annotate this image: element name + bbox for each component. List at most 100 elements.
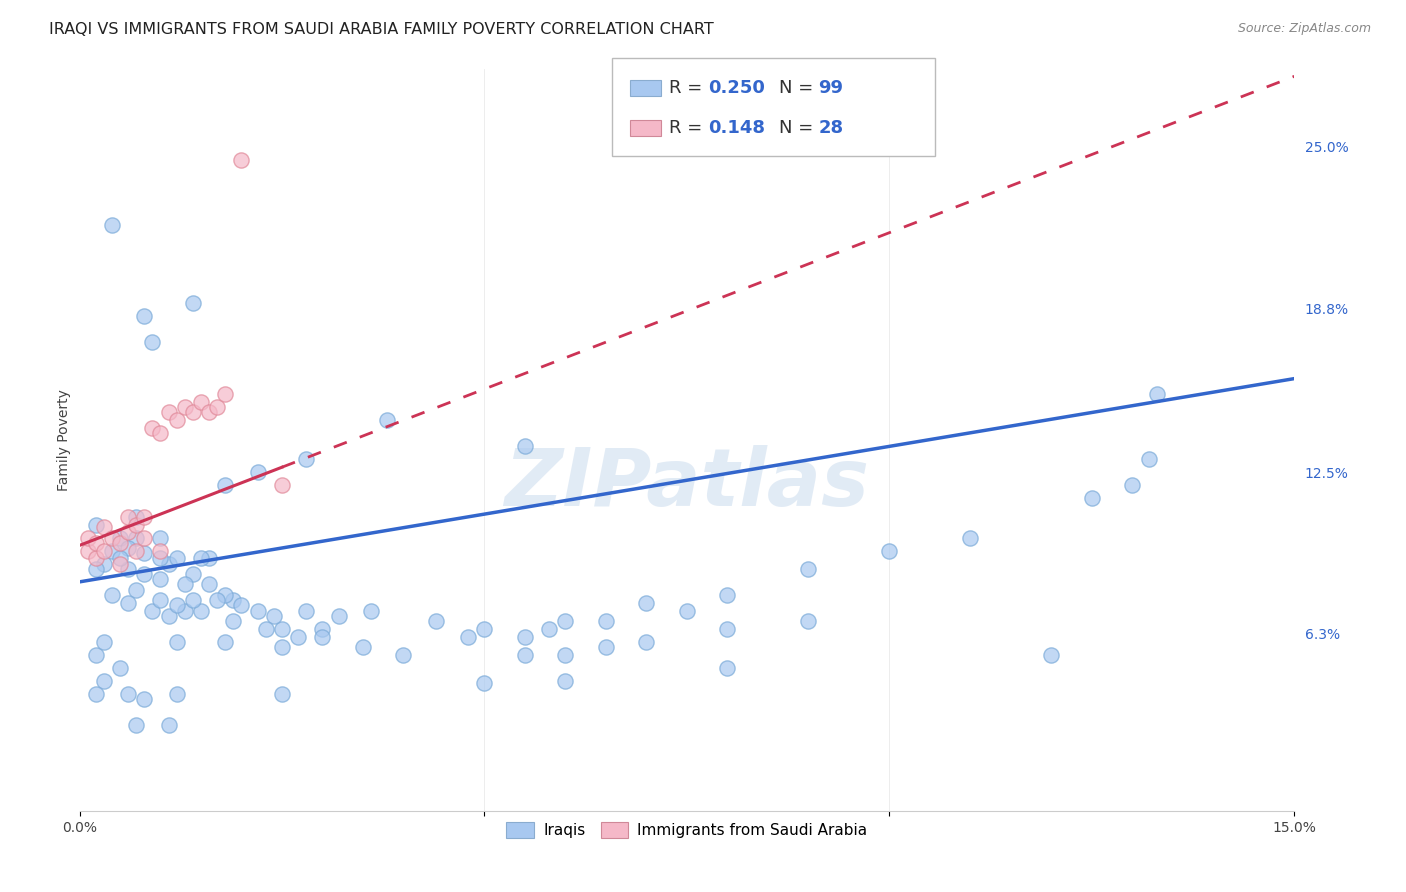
Point: [271, 478, 294, 492]
Point: [149, 551, 172, 566]
Point: [101, 588, 124, 602]
Point: [190, 395, 212, 409]
Point: [1040, 648, 1063, 662]
Point: [93, 557, 115, 571]
Point: [93, 520, 115, 534]
Legend: Iraqis, Immigrants from Saudi Arabia: Iraqis, Immigrants from Saudi Arabia: [501, 816, 873, 845]
Point: [84, 648, 107, 662]
Point: [198, 551, 221, 566]
Point: [101, 543, 124, 558]
Point: [231, 153, 253, 167]
Point: [84, 517, 107, 532]
Point: [181, 405, 204, 419]
Point: [263, 608, 285, 623]
Point: [538, 622, 561, 636]
Text: N =: N =: [779, 119, 818, 136]
Point: [166, 599, 188, 613]
Point: [166, 413, 188, 427]
Text: 99: 99: [818, 79, 844, 97]
Point: [554, 673, 576, 688]
Point: [554, 614, 576, 628]
Point: [149, 543, 172, 558]
Point: [134, 567, 156, 582]
Point: [93, 543, 115, 558]
Point: [117, 509, 139, 524]
Point: [214, 387, 236, 401]
Point: [157, 718, 180, 732]
Point: [295, 452, 318, 467]
Point: [205, 593, 228, 607]
Point: [797, 614, 820, 628]
Point: [141, 603, 163, 617]
Point: [157, 557, 180, 571]
Point: [125, 531, 148, 545]
Text: N =: N =: [779, 79, 818, 97]
Point: [457, 630, 479, 644]
Point: [716, 622, 738, 636]
Point: [117, 541, 139, 555]
Point: [125, 509, 148, 524]
Point: [595, 640, 617, 654]
Point: [173, 401, 195, 415]
Y-axis label: Family Poverty: Family Poverty: [58, 389, 72, 491]
Point: [474, 622, 496, 636]
Point: [214, 478, 236, 492]
Point: [157, 405, 180, 419]
Point: [125, 582, 148, 597]
Point: [554, 648, 576, 662]
Point: [108, 557, 131, 571]
Point: [214, 588, 236, 602]
Text: 0.250: 0.250: [709, 79, 765, 97]
Point: [149, 593, 172, 607]
Point: [134, 509, 156, 524]
Point: [254, 622, 277, 636]
Text: IRAQI VS IMMIGRANTS FROM SAUDI ARABIA FAMILY POVERTY CORRELATION CHART: IRAQI VS IMMIGRANTS FROM SAUDI ARABIA FA…: [49, 22, 714, 37]
Point: [214, 635, 236, 649]
Point: [271, 622, 294, 636]
Point: [716, 661, 738, 675]
Text: 28: 28: [818, 119, 844, 136]
Point: [246, 603, 269, 617]
Point: [166, 635, 188, 649]
Point: [1121, 478, 1143, 492]
Point: [93, 635, 115, 649]
Point: [149, 572, 172, 586]
Point: [636, 596, 658, 610]
Point: [271, 687, 294, 701]
Point: [352, 640, 374, 654]
Point: [311, 630, 333, 644]
Point: [513, 630, 536, 644]
Point: [181, 296, 204, 310]
Point: [636, 635, 658, 649]
Point: [797, 562, 820, 576]
Point: [117, 525, 139, 540]
Point: [108, 535, 131, 549]
Point: [311, 622, 333, 636]
Point: [93, 673, 115, 688]
Point: [181, 593, 204, 607]
Point: [287, 630, 309, 644]
Point: [328, 608, 350, 623]
Point: [76, 543, 98, 558]
Point: [108, 551, 131, 566]
Point: [134, 692, 156, 706]
Point: [513, 648, 536, 662]
Text: Source: ZipAtlas.com: Source: ZipAtlas.com: [1237, 22, 1371, 36]
Point: [392, 648, 415, 662]
Point: [190, 603, 212, 617]
Point: [125, 718, 148, 732]
Point: [166, 551, 188, 566]
Point: [716, 588, 738, 602]
Point: [513, 439, 536, 453]
Point: [205, 401, 228, 415]
Point: [117, 562, 139, 576]
Text: 0.148: 0.148: [709, 119, 766, 136]
Point: [84, 535, 107, 549]
Point: [134, 546, 156, 560]
Text: R =: R =: [669, 119, 709, 136]
Point: [271, 640, 294, 654]
Point: [1146, 387, 1168, 401]
Text: ZIPatlas: ZIPatlas: [505, 445, 869, 524]
Point: [879, 543, 901, 558]
Point: [246, 466, 269, 480]
